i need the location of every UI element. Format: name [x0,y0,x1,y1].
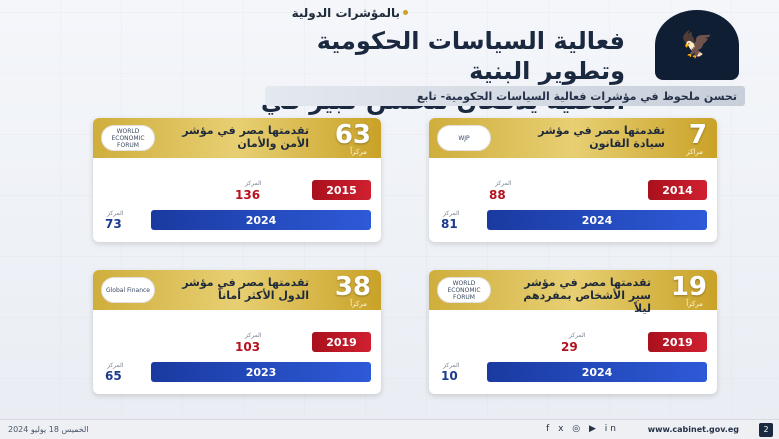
rank-unit: مركزاً [350,300,367,308]
value-new: 81 [441,217,458,231]
org-logo: Global Finance [101,277,155,303]
website-link[interactable]: www.cabinet.gov.eg [647,425,739,434]
value-label-old: المركز [245,180,262,187]
card-title: تقدمتها مصر في مؤشر الأمن والأمان [182,124,309,150]
indicator-card-walking-alone: 19 مركزاً تقدمتها مصر في مؤشر سير الأشخا… [429,270,717,394]
kicker-text: بالمؤشرات الدولية [250,6,408,20]
year-bar-old: 2019 [312,332,371,352]
page-number: 2 [759,423,773,437]
rank-unit: مركزاً [686,300,703,308]
year-bar-new: 2023 [151,362,371,382]
value-old: 88 [489,188,506,202]
eagle-icon: 🦅 [680,30,714,60]
value-label-new: المركز [443,362,460,369]
rank-improvement: 38 [334,272,371,302]
value-old: 136 [235,188,261,202]
value-label-old: المركز [569,332,586,339]
indicator-card-safety-security: 63 مركزاً تقدمتها مصر في مؤشر الأمن والأ… [93,118,381,242]
card-title: تقدمتها مصر في مؤشر سير الأشخاص بمفردهم … [523,276,651,315]
year-bar-old: 2014 [648,180,707,200]
value-new: 65 [105,369,122,383]
rank-unit: مراكز [686,148,703,156]
cabinet-logo: 🦅 [655,10,739,80]
value-old: 103 [235,340,261,354]
rank-improvement: 19 [670,272,707,302]
value-old: 29 [561,340,578,354]
social-icons[interactable]: f x ◎ ▶ in [546,424,619,434]
headline-line-1: فعالية السياسات الحكومية وتطوير البنية [316,27,625,85]
value-label-new: المركز [107,210,124,217]
indicator-card-rule-of-law: 7 مراكز تقدمتها مصر في مؤشر سيادة القانو… [429,118,717,242]
rank-unit: مركزاً [350,148,367,156]
year-bar-new: 2024 [487,362,707,382]
value-label-new: المركز [443,210,460,217]
value-new: 10 [441,369,458,383]
org-logo: WORLD ECONOMIC FORUM [437,277,491,303]
value-label-old: المركز [495,180,512,187]
indicator-card-safest-countries: 38 مركزاً تقدمتها مصر في مؤشر الدول الأك… [93,270,381,394]
footer: الخميس 18 يوليو 2024 f x ◎ ▶ in www.cabi… [0,419,779,439]
year-bar-old: 2015 [312,180,371,200]
rank-improvement: 63 [334,120,371,150]
rank-improvement: 7 [688,120,707,150]
publish-date: الخميس 18 يوليو 2024 [8,425,89,434]
value-label-old: المركز [245,332,262,339]
value-label-new: المركز [107,362,124,369]
year-bar-new: 2024 [487,210,707,230]
org-logo: WORLD ECONOMIC FORUM [101,125,155,151]
org-logo: WJP [437,125,491,151]
card-title: تقدمتها مصر في مؤشر الدول الأكثر أماناً [182,276,309,302]
subtitle-bar: تحسن ملحوظ في مؤشرات فعالية السياسات الح… [265,86,745,106]
card-title: تقدمتها مصر في مؤشر سيادة القانون [538,124,665,150]
year-bar-new: 2024 [151,210,371,230]
value-new: 73 [105,217,122,231]
year-bar-old: 2019 [648,332,707,352]
